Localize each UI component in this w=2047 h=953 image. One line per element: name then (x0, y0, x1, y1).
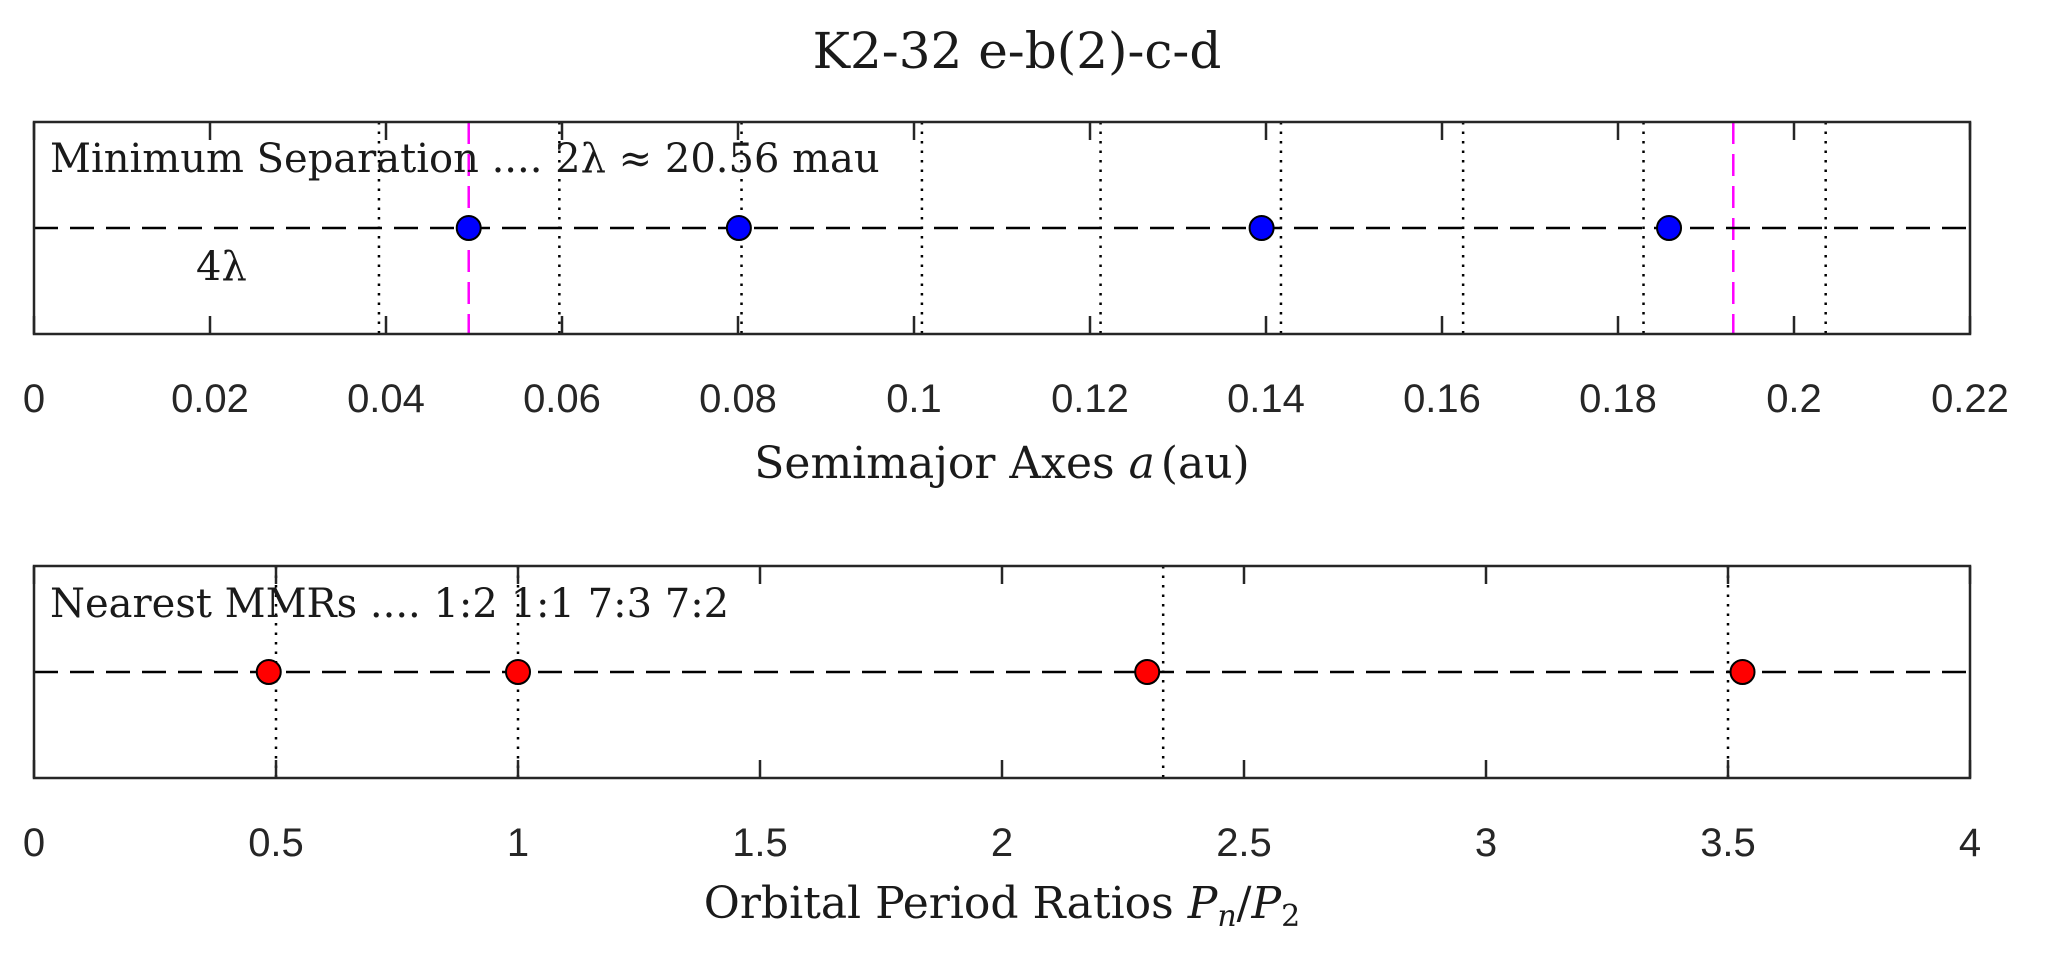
data-point (1134, 659, 1161, 685)
x-label-unit: (au) (1161, 438, 1250, 489)
semimajor-x-axis-label: Semimajor Axes a (au) (754, 438, 1249, 489)
figure-title: K2-32 e-b(2)-c-d (813, 22, 1222, 80)
x-tick-label: 3.5 (1700, 821, 1756, 865)
x-tick-label: 0 (23, 821, 45, 865)
data-point (455, 215, 482, 241)
x-label-text: Semimajor Axes (754, 438, 1128, 489)
period-points (255, 659, 1756, 685)
four-lambda-annotation: 4λ (196, 244, 247, 290)
x-tick-label: 0 (23, 377, 45, 421)
data-point (725, 215, 752, 241)
x-tick-label: 0.12 (1051, 377, 1129, 421)
x-label-variable-p2: P (1250, 878, 1282, 929)
semimajor-tick-labels: 0 0.02 0.04 0.06 0.08 0.1 0.12 0.14 0.16 0.18 0.2 0… (23, 377, 2009, 421)
x-tick-label: 0.22 (1931, 377, 2009, 421)
data-point (255, 659, 282, 685)
nearest-mmrs-annotation: Nearest MMRs .... 1:2 1:1 7:3 7:2 (50, 581, 729, 627)
period-ratios-panel: 0 0.5 1 1.5 2 2.5 3 3.5 4 Nearest MMRs .... 1:2 … (23, 564, 1981, 934)
x-tick-label: 2 (991, 821, 1013, 865)
x-tick-label: 0.08 (699, 377, 777, 421)
x-tick-label: 0.18 (1579, 377, 1657, 421)
semimajor-tick-marks (32, 122, 1972, 334)
x-label-text: Orbital Period Ratios (704, 878, 1188, 929)
x-tick-label: 0.06 (523, 377, 601, 421)
period-tick-marks (32, 566, 1972, 778)
data-point (505, 659, 531, 685)
x-label-variable: a (1129, 438, 1155, 489)
x-tick-label: 0.1 (886, 377, 942, 421)
x-tick-label: 1 (507, 821, 529, 865)
x-label-slash: / (1237, 878, 1252, 929)
x-label-subscript-2: 2 (1281, 899, 1300, 934)
period-x-axis-label: Orbital Period Ratios Pn/P2 (704, 878, 1300, 934)
data-point (1729, 659, 1756, 685)
semimajor-points (455, 215, 1683, 241)
x-tick-label: 0.5 (248, 821, 304, 865)
data-point (1248, 215, 1275, 241)
x-tick-label: 0.2 (1766, 377, 1822, 421)
x-tick-label: 3 (1475, 821, 1497, 865)
x-label-variable-p: P (1187, 878, 1219, 929)
semimajor-axes-panel: 0 0.02 0.04 0.06 0.08 0.1 0.12 0.14 0.16 0.18 0.2 0… (23, 120, 2009, 489)
x-tick-label: 0.14 (1227, 377, 1305, 421)
period-tick-labels: 0 0.5 1 1.5 2 2.5 3 3.5 4 (23, 821, 1981, 865)
semimajor-axes-frame (32, 120, 1972, 336)
data-point (1656, 215, 1683, 241)
x-tick-label: 2.5 (1216, 821, 1272, 865)
min-separation-annotation: Minimum Separation .... 2λ ≈ 20.56 mau (50, 136, 880, 182)
x-tick-label: 1.5 (732, 821, 788, 865)
x-tick-label: 0.04 (347, 377, 425, 421)
x-tick-label: 4 (1959, 821, 1981, 865)
x-label-subscript-n: n (1217, 899, 1236, 934)
x-tick-label: 0.16 (1403, 377, 1481, 421)
x-tick-label: 0.02 (171, 377, 249, 421)
